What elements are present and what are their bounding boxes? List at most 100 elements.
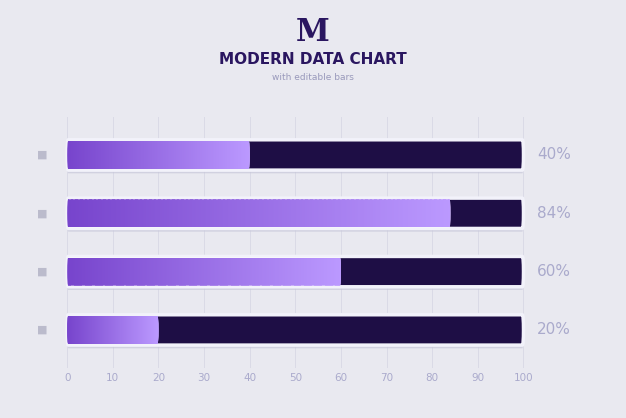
Bar xyxy=(288,257,290,285)
Bar xyxy=(107,199,109,227)
Bar xyxy=(85,316,86,344)
Bar xyxy=(150,199,152,227)
Bar xyxy=(240,199,242,227)
Bar xyxy=(88,316,89,344)
Bar xyxy=(205,257,207,285)
Bar xyxy=(94,316,95,344)
Bar xyxy=(128,316,129,344)
Bar xyxy=(91,141,93,169)
Bar xyxy=(382,199,385,227)
Bar xyxy=(98,316,100,344)
Bar xyxy=(265,199,267,227)
Bar xyxy=(121,316,122,344)
Bar xyxy=(285,199,287,227)
FancyBboxPatch shape xyxy=(67,257,341,285)
Bar xyxy=(84,316,85,344)
Bar xyxy=(129,257,131,285)
Bar xyxy=(92,316,93,344)
Bar xyxy=(146,316,148,344)
Bar xyxy=(100,257,101,285)
Bar xyxy=(155,141,156,169)
Bar xyxy=(131,257,133,285)
Bar xyxy=(154,199,156,227)
Bar xyxy=(208,141,210,169)
Bar xyxy=(95,141,96,169)
Bar xyxy=(157,141,158,169)
Bar xyxy=(167,141,168,169)
Bar xyxy=(349,199,352,227)
Bar xyxy=(165,141,166,169)
Bar xyxy=(98,141,100,169)
Bar xyxy=(98,316,99,344)
Bar xyxy=(295,257,297,285)
Bar xyxy=(284,257,286,285)
Bar xyxy=(86,316,87,344)
Bar xyxy=(104,141,105,169)
Bar xyxy=(138,316,140,344)
Bar xyxy=(97,316,98,344)
Bar xyxy=(159,199,161,227)
Bar xyxy=(130,141,131,169)
Bar xyxy=(184,257,185,285)
Bar xyxy=(149,316,150,344)
Bar xyxy=(89,316,90,344)
Bar xyxy=(236,257,238,285)
Bar xyxy=(101,141,102,169)
Bar xyxy=(86,316,88,344)
Bar xyxy=(107,257,109,285)
Bar xyxy=(96,316,98,344)
Bar xyxy=(444,199,446,227)
Bar xyxy=(80,141,81,169)
FancyBboxPatch shape xyxy=(67,143,523,173)
Bar xyxy=(135,141,136,169)
Bar xyxy=(242,199,244,227)
Bar xyxy=(139,199,141,227)
Bar xyxy=(138,316,140,344)
Bar xyxy=(176,257,177,285)
Bar xyxy=(217,199,218,227)
Bar xyxy=(127,141,128,169)
Bar xyxy=(85,141,87,169)
Bar xyxy=(185,199,187,227)
Bar xyxy=(125,316,126,344)
Bar xyxy=(141,316,142,344)
Bar xyxy=(236,141,238,169)
Bar xyxy=(127,316,128,344)
Bar xyxy=(164,199,167,227)
Bar xyxy=(408,199,410,227)
Bar xyxy=(230,141,231,169)
Bar xyxy=(204,141,205,169)
Bar xyxy=(217,141,218,169)
Bar xyxy=(171,257,173,285)
Bar xyxy=(430,199,432,227)
Bar xyxy=(168,141,169,169)
Bar xyxy=(95,257,96,285)
Bar xyxy=(128,199,130,227)
Bar xyxy=(96,316,97,344)
Bar xyxy=(236,199,238,227)
Bar xyxy=(318,257,320,285)
Bar xyxy=(100,316,101,344)
Bar xyxy=(110,141,111,169)
Bar xyxy=(128,141,130,169)
Bar xyxy=(406,199,408,227)
Bar xyxy=(154,257,155,285)
Bar xyxy=(172,141,174,169)
Bar xyxy=(137,316,138,344)
Bar xyxy=(185,257,187,285)
Bar xyxy=(91,141,92,169)
Bar xyxy=(205,141,207,169)
Bar xyxy=(76,141,77,169)
Bar xyxy=(240,257,242,285)
Bar xyxy=(177,141,178,169)
FancyBboxPatch shape xyxy=(67,260,523,290)
Bar xyxy=(239,257,240,285)
Bar xyxy=(272,257,273,285)
Bar xyxy=(220,141,221,169)
Bar xyxy=(133,141,134,169)
Bar xyxy=(75,257,77,285)
Bar xyxy=(223,257,225,285)
Bar xyxy=(131,316,132,344)
Bar xyxy=(178,141,180,169)
Bar xyxy=(165,199,168,227)
